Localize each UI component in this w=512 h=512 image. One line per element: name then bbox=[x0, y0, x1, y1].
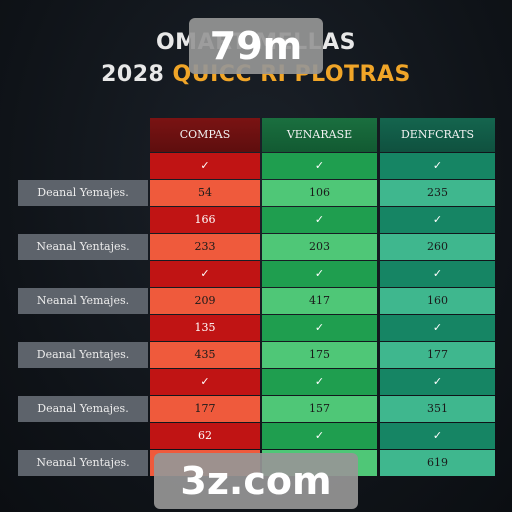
table-row: Deanal Yentajes. 435 175 177 bbox=[0, 342, 512, 368]
check-icon: ✓ bbox=[262, 261, 377, 287]
table-cell: 160 bbox=[380, 288, 495, 314]
table-cell: 166 bbox=[150, 207, 260, 233]
subtitle-year: 2028 bbox=[101, 62, 173, 87]
table-row: Neanal Yemajes. 209 417 160 bbox=[0, 288, 512, 314]
row-label: Deanal Yemajes. bbox=[18, 180, 148, 206]
table-row: Neanal Yentajes. 233 203 260 bbox=[0, 234, 512, 260]
table-row: 166 ✓ ✓ bbox=[0, 207, 512, 233]
table-row: Deanal Yemajes. 54 106 235 bbox=[0, 180, 512, 206]
check-icon: ✓ bbox=[262, 153, 377, 179]
row-label: Neanal Yemajes. bbox=[18, 288, 148, 314]
check-icon: ✓ bbox=[150, 153, 260, 179]
table-row: ✓ ✓ ✓ bbox=[0, 261, 512, 287]
check-icon: ✓ bbox=[380, 315, 495, 341]
table-cell: 417 bbox=[262, 288, 377, 314]
table-cell: 435 bbox=[150, 342, 260, 368]
check-icon: ✓ bbox=[380, 261, 495, 287]
check-icon: ✓ bbox=[380, 207, 495, 233]
check-icon: ✓ bbox=[262, 207, 377, 233]
table-cell: 235 bbox=[380, 180, 495, 206]
check-icon: ✓ bbox=[380, 423, 495, 449]
column-header-1: COMPAS bbox=[150, 118, 260, 152]
check-icon: ✓ bbox=[262, 369, 377, 395]
check-icon: ✓ bbox=[262, 423, 377, 449]
table-cell: 209 bbox=[150, 288, 260, 314]
row-label: Deanal Yentajes. bbox=[18, 342, 148, 368]
table-cell: 177 bbox=[380, 342, 495, 368]
table-cell: 619 bbox=[380, 450, 495, 476]
check-icon: ✓ bbox=[262, 315, 377, 341]
watermark-top: 79m bbox=[189, 18, 323, 74]
table-cell: 175 bbox=[262, 342, 377, 368]
row-label: Deanal Yemajes. bbox=[18, 396, 148, 422]
row-label: Neanal Yentajes. bbox=[18, 234, 148, 260]
table-cell: 351 bbox=[380, 396, 495, 422]
check-icon: ✓ bbox=[150, 369, 260, 395]
table-row: 135 ✓ ✓ bbox=[0, 315, 512, 341]
table-cell: 177 bbox=[150, 396, 260, 422]
table-cell: 106 bbox=[262, 180, 377, 206]
table-cell: 62 bbox=[150, 423, 260, 449]
check-icon: ✓ bbox=[380, 369, 495, 395]
check-icon: ✓ bbox=[380, 153, 495, 179]
table-cell: 233 bbox=[150, 234, 260, 260]
table-cell: 54 bbox=[150, 180, 260, 206]
table-row: ✓ ✓ ✓ bbox=[0, 153, 512, 179]
table-cell: 157 bbox=[262, 396, 377, 422]
table-row: ✓ ✓ ✓ bbox=[0, 369, 512, 395]
column-header-3: DENFCRATS bbox=[380, 118, 495, 152]
row-label: Neanal Yentajes. bbox=[18, 450, 148, 476]
table-row: 62 ✓ ✓ bbox=[0, 423, 512, 449]
watermark-bottom: 3z.com bbox=[154, 453, 358, 509]
table-cell: 135 bbox=[150, 315, 260, 341]
table-cell: 260 bbox=[380, 234, 495, 260]
check-icon: ✓ bbox=[150, 261, 260, 287]
table-row: Deanal Yemajes. 177 157 351 bbox=[0, 396, 512, 422]
table-cell: 203 bbox=[262, 234, 377, 260]
column-header-2: VENARASE bbox=[262, 118, 377, 152]
